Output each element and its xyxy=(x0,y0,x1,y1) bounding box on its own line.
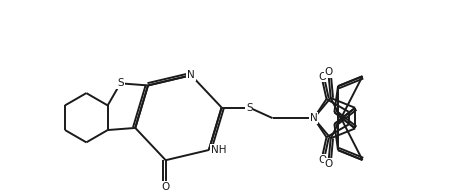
Text: NH: NH xyxy=(211,145,227,155)
Text: O: O xyxy=(324,67,333,77)
Text: N: N xyxy=(310,113,318,123)
Text: O: O xyxy=(318,155,326,165)
Text: N: N xyxy=(310,113,318,123)
Text: S: S xyxy=(117,78,124,88)
Text: O: O xyxy=(318,71,326,82)
Text: O: O xyxy=(162,182,170,192)
Text: N: N xyxy=(188,70,195,80)
Text: O: O xyxy=(324,159,333,169)
Text: S: S xyxy=(246,103,252,113)
